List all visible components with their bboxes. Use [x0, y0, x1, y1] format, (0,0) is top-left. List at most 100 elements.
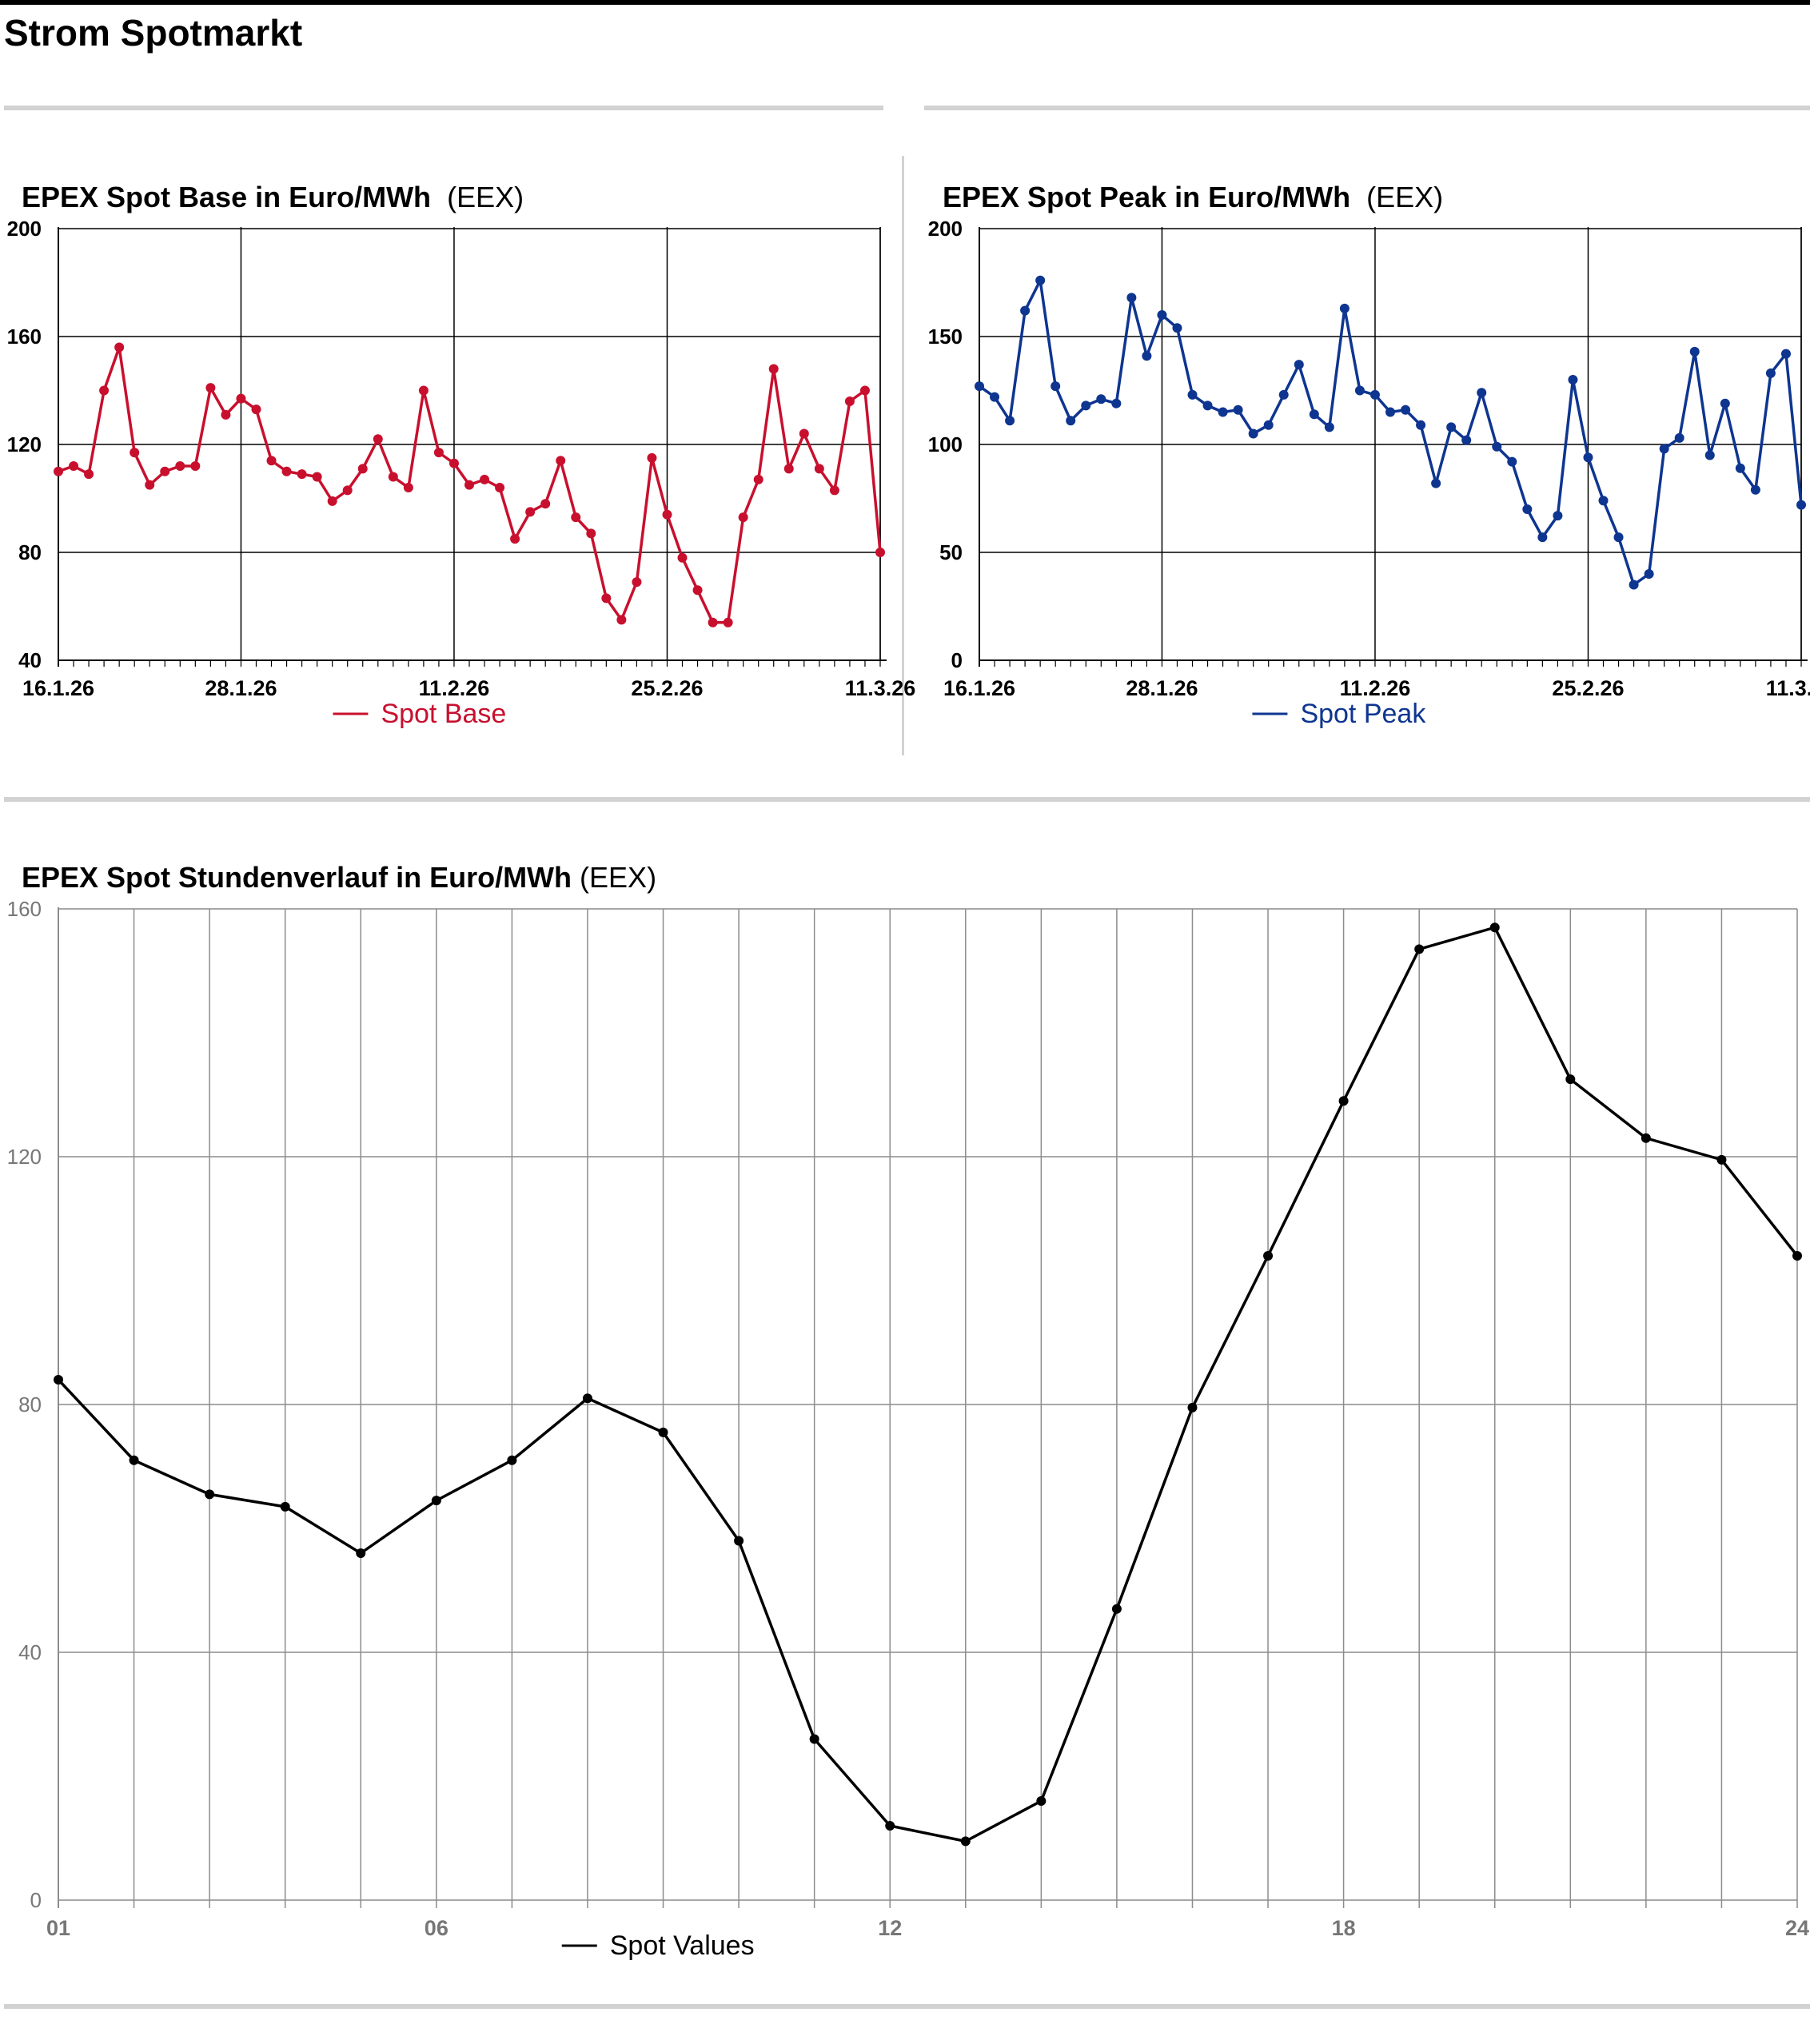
peak-data-point: [1020, 305, 1031, 316]
base-data-point: [251, 404, 261, 415]
hourly-y-tick-label: 40: [18, 1640, 42, 1664]
peak-data-point: [1187, 389, 1198, 400]
base-data-point: [844, 396, 855, 406]
base-data-point: [54, 466, 63, 476]
hourly-y-tick-label: 80: [18, 1393, 42, 1416]
base-data-point: [145, 480, 155, 490]
hourly-data-point: [1187, 1402, 1198, 1412]
hourly-data-point: [1036, 1796, 1047, 1806]
section-rule-bottom: [4, 2004, 1810, 2009]
peak-data-point: [1735, 463, 1745, 473]
peak-data-point: [1369, 389, 1380, 400]
base-data-point: [571, 512, 581, 523]
base-data-point: [69, 461, 79, 471]
hourly-data-point: [1489, 922, 1500, 933]
peak-data-point: [1339, 303, 1350, 313]
base-data-point: [738, 512, 748, 523]
peak-data-point: [1446, 422, 1457, 432]
base-data-point: [342, 485, 353, 496]
peak-data-point: [1157, 310, 1167, 320]
peak-data-point: [1142, 351, 1152, 361]
hourly-data-point: [1111, 1604, 1122, 1614]
peak-x-tick-label: 25.2.26: [1552, 676, 1624, 700]
hourly-data-point: [734, 1536, 744, 1546]
hourly-chart-title-text: EPEX Spot Stundenverlauf in Euro/MWh: [22, 861, 572, 894]
peak-data-point: [1689, 346, 1700, 357]
peak-data-point: [1507, 456, 1517, 467]
base-data-point: [84, 469, 94, 480]
base-data-point: [449, 458, 459, 468]
peak-chart-title: EPEX Spot Peak in Euro/MWh (EEX): [943, 180, 1443, 215]
peak-data-point: [1385, 407, 1395, 417]
base-data-point: [601, 593, 612, 604]
section-rule-right: [924, 106, 1810, 110]
hourly-data-point: [205, 1489, 215, 1500]
hourly-data-point: [54, 1375, 63, 1385]
base-data-point: [540, 499, 551, 509]
base-chart-title: EPEX Spot Base in Euro/MWh (EEX): [22, 180, 524, 215]
peak-data-point: [1005, 416, 1015, 426]
base-data-point: [753, 474, 763, 484]
base-y-tick-label: 200: [7, 217, 42, 241]
base-data-point: [433, 448, 444, 458]
base-data-point: [708, 617, 718, 628]
base-y-tick-label: 160: [7, 325, 42, 349]
hourly-data-point: [582, 1393, 592, 1404]
hourly-chart-title: EPEX Spot Stundenverlauf in Euro/MWh (EE…: [22, 860, 656, 895]
peak-data-point: [1051, 381, 1061, 392]
peak-y-tick-label: 0: [951, 648, 963, 672]
peak-data-point: [1537, 532, 1548, 543]
base-data-point: [480, 474, 490, 484]
hourly-data-point: [1716, 1154, 1727, 1165]
base-data-point: [495, 483, 505, 492]
base-data-point: [464, 480, 474, 490]
base-data-point: [768, 364, 779, 374]
peak-data-point: [1492, 441, 1502, 452]
peak-data-point: [1248, 428, 1258, 439]
hourly-data-point: [129, 1455, 139, 1465]
base-data-point: [586, 528, 596, 539]
base-x-tick-label: 11.3.26: [845, 676, 916, 700]
peak-data-point: [1461, 435, 1472, 445]
section-rule-middle: [4, 797, 1810, 802]
peak-y-tick-label: 50: [939, 540, 963, 564]
base-data-point: [312, 472, 322, 482]
base-data-point: [114, 342, 125, 353]
peak-x-tick-label: 11.3.26: [1766, 676, 1810, 700]
base-y-tick-label: 40: [18, 648, 42, 672]
base-x-tick-label: 28.1.26: [205, 676, 277, 700]
peak-data-point: [1354, 385, 1365, 396]
peak-data-point: [975, 381, 984, 392]
base-data-point: [814, 464, 824, 474]
peak-data-point: [1278, 389, 1289, 400]
hourly-data-point: [280, 1501, 290, 1512]
peak-data-point: [1035, 275, 1046, 285]
hourly-series-line: [57, 926, 1799, 1843]
peak-data-point: [1096, 394, 1106, 404]
peak-data-point: [1750, 484, 1760, 495]
base-data-point: [281, 466, 292, 476]
hourly-data-point: [1641, 1133, 1651, 1143]
page-title: Strom Spotmarkt: [4, 12, 303, 54]
peak-data-point: [1583, 452, 1593, 463]
hourly-x-tick-label: 12: [878, 1916, 902, 1940]
base-x-tick-label: 16.1.26: [22, 676, 94, 700]
peak-data-point: [1553, 511, 1563, 521]
base-data-point: [297, 469, 307, 480]
peak-data-point: [1598, 496, 1609, 506]
base-data-point: [525, 507, 536, 517]
base-y-tick-label: 120: [7, 432, 42, 456]
hourly-data-point: [809, 1734, 819, 1744]
base-data-point: [403, 483, 413, 492]
base-data-point: [647, 452, 657, 463]
peak-data-point: [1796, 500, 1806, 510]
base-data-point: [388, 472, 398, 482]
hourly-data-point: [431, 1496, 441, 1506]
hourly-x-tick-label: 24: [1785, 1916, 1809, 1940]
base-data-point: [190, 461, 201, 471]
base-data-point: [221, 409, 231, 420]
peak-data-point: [1309, 409, 1319, 420]
base-data-point: [205, 383, 216, 393]
base-data-point: [616, 615, 627, 625]
hourly-data-point: [1414, 944, 1425, 954]
